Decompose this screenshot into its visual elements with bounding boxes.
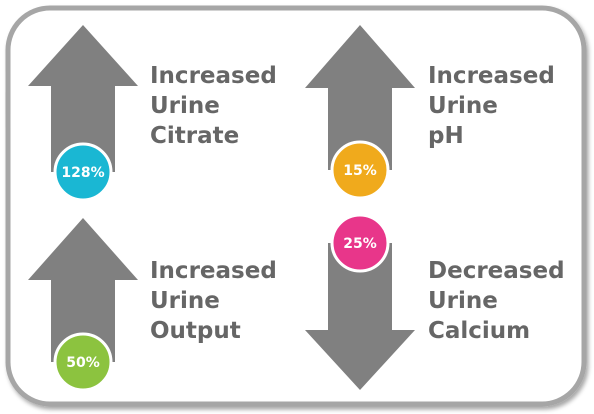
badge-text: 15% (343, 163, 377, 179)
label-line: Urine (428, 93, 498, 119)
badge-text: 25% (343, 236, 377, 252)
label-line: pH (428, 123, 464, 149)
label-line: Citrate (150, 123, 239, 149)
label-line: Urine (150, 288, 220, 314)
label-line: Increased (150, 63, 277, 89)
badge-circle (53, 332, 113, 392)
frame (5, 5, 587, 407)
arrow (28, 25, 138, 172)
arrow (305, 25, 415, 170)
label-line: Urine (428, 288, 498, 314)
label-line: Output (150, 318, 241, 344)
badge-circle (53, 142, 113, 202)
arrow (28, 218, 138, 362)
badge-circle (330, 213, 390, 273)
badge-text: 50% (66, 355, 100, 371)
label-line: Urine (150, 93, 220, 119)
label-line: Decreased (428, 258, 565, 284)
label-line: Increased (150, 258, 277, 284)
badge-circle (330, 140, 390, 200)
label-line: Calcium (428, 318, 530, 344)
badge-text: 128% (61, 165, 104, 181)
label-line: Increased (428, 63, 555, 89)
arrow (305, 243, 415, 390)
